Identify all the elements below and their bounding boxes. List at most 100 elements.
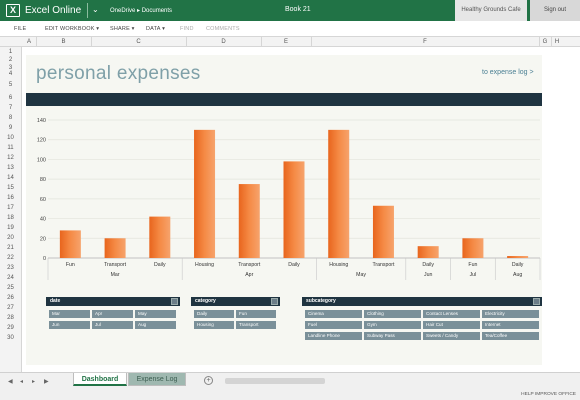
- sign-out-button[interactable]: Sign out: [530, 0, 580, 21]
- row-header[interactable]: 7: [8, 105, 13, 111]
- row-header[interactable]: 20: [7, 235, 14, 241]
- slicer-item[interactable]: Jun: [49, 321, 90, 329]
- chart-bar[interactable]: [283, 161, 305, 258]
- menu-comments[interactable]: COMMENTS: [206, 26, 240, 32]
- slicer-item[interactable]: Clothing: [364, 310, 421, 318]
- chart-bar[interactable]: [238, 184, 260, 258]
- menu-data[interactable]: DATA ▾: [146, 26, 166, 32]
- column-header[interactable]: D: [221, 39, 226, 45]
- slicer-item[interactable]: Transport: [236, 321, 276, 329]
- row-header[interactable]: 10: [7, 135, 14, 141]
- menu-share[interactable]: SHARE ▾: [110, 26, 135, 32]
- row-header[interactable]: 12: [7, 155, 14, 161]
- slicer-item[interactable]: Tea/Coffee: [482, 332, 539, 340]
- chart-bar[interactable]: [149, 216, 171, 258]
- slicer-item[interactable]: Electricity: [482, 310, 539, 318]
- slicer-item[interactable]: Fuel: [305, 321, 362, 329]
- row-header[interactable]: 28: [7, 315, 14, 321]
- horizontal-scrollbar[interactable]: [225, 378, 325, 384]
- slicer-item[interactable]: Landline Phone: [305, 332, 362, 340]
- row-header[interactable]: 17: [7, 205, 14, 211]
- last-sheet-icon[interactable]: ▶: [44, 379, 49, 385]
- menu-find[interactable]: FIND: [180, 26, 194, 32]
- row-header[interactable]: 30: [7, 335, 14, 341]
- column-header[interactable]: C: [136, 39, 141, 45]
- user-name[interactable]: Healthy Grounds Cafe: [455, 0, 527, 21]
- chart-bar[interactable]: [104, 238, 126, 258]
- slicer-item[interactable]: Contact Lenses: [423, 310, 480, 318]
- row-header[interactable]: 9: [8, 125, 13, 131]
- slicer-item[interactable]: Mar: [49, 310, 90, 318]
- row-header[interactable]: 18: [7, 215, 14, 221]
- row-header[interactable]: 15: [7, 185, 14, 191]
- clear-filter-icon[interactable]: [533, 298, 540, 305]
- breadcrumb[interactable]: OneDrive ▸ Documents: [110, 8, 173, 14]
- row-header[interactable]: 16: [7, 195, 14, 201]
- chart-bar[interactable]: [328, 129, 350, 258]
- menu-edit-workbook[interactable]: EDIT WORKBOOK ▾: [45, 26, 100, 32]
- chevron-down-icon[interactable]: ⌄: [92, 5, 99, 14]
- x-category-label: Housing: [195, 262, 214, 268]
- app-name[interactable]: Excel Online: [25, 5, 82, 16]
- row-header[interactable]: 3: [8, 65, 13, 71]
- chart-bar[interactable]: [507, 256, 529, 258]
- chart-bar[interactable]: [59, 230, 81, 258]
- slicer-item[interactable]: Sweets / Candy: [423, 332, 480, 340]
- tab-expense-log[interactable]: Expense Log: [128, 373, 186, 386]
- slicer-item[interactable]: Internet: [482, 321, 539, 329]
- chart-bar[interactable]: [462, 238, 484, 258]
- row-header[interactable]: 5: [8, 82, 13, 88]
- column-header[interactable]: F: [423, 39, 427, 45]
- menu-file[interactable]: FILE: [14, 26, 27, 32]
- row-header[interactable]: 29: [7, 325, 14, 331]
- expense-log-link[interactable]: to expense log >: [482, 69, 534, 76]
- row-header[interactable]: 23: [7, 265, 14, 271]
- row-header[interactable]: 13: [7, 165, 14, 171]
- tab-dashboard[interactable]: Dashboard: [73, 373, 127, 386]
- column-header[interactable]: E: [283, 39, 288, 45]
- slicer-item[interactable]: Hair Cut: [423, 321, 480, 329]
- slicer-item[interactable]: Cinema: [305, 310, 362, 318]
- chart-bar[interactable]: [372, 205, 394, 258]
- prev-sheet-icon[interactable]: ◂: [20, 379, 24, 385]
- excel-logo-icon[interactable]: X: [6, 4, 20, 17]
- column-header[interactable]: H: [554, 39, 560, 45]
- status-bar: HELP IMPROVE OFFICE: [0, 390, 580, 400]
- row-header[interactable]: 19: [7, 225, 14, 231]
- row-header[interactable]: 22: [7, 255, 14, 261]
- first-sheet-icon[interactable]: ◀: [8, 379, 13, 385]
- row-header[interactable]: 25: [7, 285, 14, 291]
- slicer-item[interactable]: Apr: [92, 310, 133, 318]
- row-header[interactable]: 27: [7, 305, 14, 311]
- row-header[interactable]: 24: [7, 275, 14, 281]
- row-header[interactable]: 6: [8, 95, 13, 101]
- add-sheet-icon[interactable]: +: [204, 376, 213, 385]
- chart-bar[interactable]: [417, 246, 439, 258]
- x-group-label: Mar: [111, 272, 120, 278]
- slicer-item[interactable]: Aug: [135, 321, 176, 329]
- slicer-item[interactable]: Daily: [194, 310, 234, 318]
- slicer-item[interactable]: Fun: [236, 310, 276, 318]
- x-group-label: Jul: [470, 272, 477, 278]
- help-improve-link[interactable]: HELP IMPROVE OFFICE: [521, 392, 576, 397]
- row-header[interactable]: 14: [7, 175, 14, 181]
- column-header[interactable]: A: [26, 39, 31, 45]
- row-header[interactable]: 4: [8, 71, 13, 77]
- next-sheet-icon[interactable]: ▸: [32, 379, 36, 385]
- row-header[interactable]: 2: [8, 57, 13, 63]
- row-header[interactable]: 1: [8, 49, 13, 55]
- row-header[interactable]: 21: [7, 245, 14, 251]
- row-header[interactable]: 11: [7, 145, 14, 151]
- slicer-item[interactable]: May: [135, 310, 176, 318]
- row-header[interactable]: 26: [7, 295, 14, 301]
- slicer-item[interactable]: Gym: [364, 321, 421, 329]
- chart-bar[interactable]: [194, 129, 216, 258]
- column-header[interactable]: B: [61, 39, 66, 45]
- clear-filter-icon[interactable]: [171, 298, 178, 305]
- row-header[interactable]: 8: [8, 115, 13, 121]
- slicer-item[interactable]: Jul: [92, 321, 133, 329]
- column-header[interactable]: G: [542, 39, 548, 45]
- clear-filter-icon[interactable]: [271, 298, 278, 305]
- slicer-item[interactable]: Housing: [194, 321, 234, 329]
- slicer-item[interactable]: Subway Pass: [364, 332, 421, 340]
